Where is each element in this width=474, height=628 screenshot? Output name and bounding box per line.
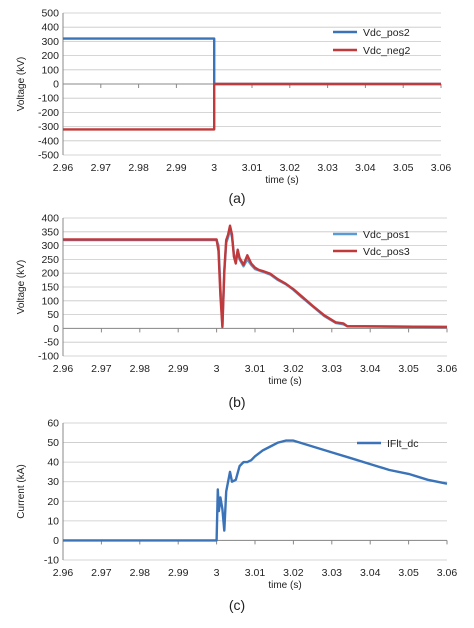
y-axis-label: Current (kA) bbox=[16, 464, 27, 518]
x-tick-label: 3.03 bbox=[322, 363, 343, 375]
y-tick-label: 250 bbox=[41, 254, 59, 266]
x-tick-label: 3.03 bbox=[317, 162, 338, 174]
x-tick-label: 3.05 bbox=[398, 567, 419, 579]
y-tick-label: 500 bbox=[41, 8, 59, 20]
y-tick-label: -400 bbox=[38, 135, 59, 147]
x-tick-label: 3.02 bbox=[283, 567, 304, 579]
y-tick-label: -50 bbox=[44, 337, 59, 349]
x-tick-label: 3.04 bbox=[355, 162, 376, 174]
y-tick-label: 0 bbox=[53, 79, 59, 91]
x-axis-label: time (s) bbox=[268, 376, 301, 387]
x-tick-label: 3.02 bbox=[280, 162, 301, 174]
y-tick-label: 60 bbox=[47, 418, 59, 430]
x-tick-label: 3.01 bbox=[242, 162, 263, 174]
y-tick-label: 400 bbox=[41, 22, 59, 34]
x-tick-label: 2.98 bbox=[130, 363, 151, 375]
x-tick-label: 2.98 bbox=[130, 567, 151, 579]
x-tick-label: 3 bbox=[214, 567, 220, 579]
y-tick-label: 50 bbox=[47, 309, 59, 321]
x-tick-label: 3 bbox=[214, 363, 220, 375]
x-tick-label: 2.97 bbox=[91, 363, 112, 375]
x-tick-label: 2.99 bbox=[166, 162, 187, 174]
y-tick-label: -10 bbox=[44, 555, 59, 567]
x-axis-label: time (s) bbox=[265, 175, 298, 186]
x-tick-label: 2.99 bbox=[168, 567, 189, 579]
y-tick-label: 0 bbox=[53, 535, 59, 547]
x-tick-label: 3.01 bbox=[245, 363, 266, 375]
y-tick-label: 20 bbox=[47, 496, 59, 508]
y-tick-label: 200 bbox=[41, 50, 59, 62]
legend-label: Vdc_pos3 bbox=[363, 246, 410, 258]
figure-caption: (b) bbox=[228, 394, 245, 410]
y-tick-label: -100 bbox=[38, 351, 59, 363]
x-tick-label: 2.96 bbox=[53, 567, 74, 579]
x-tick-label: 2.96 bbox=[53, 162, 74, 174]
x-tick-label: 3.06 bbox=[431, 162, 452, 174]
y-tick-label: -300 bbox=[38, 121, 59, 133]
y-tick-label: 300 bbox=[41, 36, 59, 48]
x-tick-label: 3.06 bbox=[437, 567, 458, 579]
y-tick-label: 200 bbox=[41, 268, 59, 280]
y-tick-label: 400 bbox=[41, 213, 59, 225]
legend-label: Vdc_neg2 bbox=[363, 45, 410, 57]
legend-label: Vdc_pos1 bbox=[363, 229, 410, 241]
y-tick-label: 40 bbox=[47, 457, 59, 469]
x-tick-label: 2.97 bbox=[91, 567, 112, 579]
chart-3: 60 50 40 30 20 10 0 -102.96 2.97 2.98 2.99 3 3.01 3.0… bbox=[16, 418, 457, 614]
y-tick-label: -500 bbox=[38, 150, 59, 162]
x-tick-label: 3.04 bbox=[360, 567, 381, 579]
legend-label: IFlt_dc bbox=[387, 438, 419, 450]
x-tick-label: 3.04 bbox=[360, 363, 381, 375]
series-line-vdc-neg2 bbox=[63, 82, 441, 131]
x-tick-label: 2.99 bbox=[168, 363, 189, 375]
x-tick-label: 3.02 bbox=[283, 363, 304, 375]
series-line-iflt-dc bbox=[63, 439, 448, 542]
legend-label: Vdc_pos2 bbox=[363, 27, 410, 39]
y-tick-label: 350 bbox=[41, 226, 59, 238]
x-tick-label: 3.01 bbox=[245, 567, 266, 579]
x-tick-label: 3.03 bbox=[322, 567, 343, 579]
x-tick-label: 3.05 bbox=[398, 363, 419, 375]
y-tick-label: 100 bbox=[41, 295, 59, 307]
figure-caption: (a) bbox=[228, 190, 245, 206]
y-tick-label: 300 bbox=[41, 240, 59, 252]
y-tick-label: 100 bbox=[41, 64, 59, 76]
y-axis-label: Voltage (kV) bbox=[16, 57, 27, 111]
y-axis-label: Voltage (kV) bbox=[16, 260, 27, 314]
y-tick-label: 10 bbox=[47, 515, 59, 527]
figure-caption: (c) bbox=[229, 597, 245, 613]
series-line-vdc-pos3 bbox=[63, 224, 448, 329]
y-tick-label: 0 bbox=[53, 323, 59, 335]
y-tick-label: 150 bbox=[41, 282, 59, 294]
y-tick-label: -200 bbox=[38, 107, 59, 119]
x-tick-label: 3.06 bbox=[437, 363, 458, 375]
x-tick-label: 3 bbox=[211, 162, 217, 174]
y-tick-label: 30 bbox=[47, 476, 59, 488]
y-tick-label: 50 bbox=[47, 437, 59, 449]
y-tick-label: -100 bbox=[38, 93, 59, 105]
x-tick-label: 2.96 bbox=[53, 363, 74, 375]
x-axis-label: time (s) bbox=[268, 580, 301, 591]
x-tick-label: 2.98 bbox=[128, 162, 149, 174]
x-tick-label: 3.05 bbox=[393, 162, 414, 174]
x-tick-label: 2.97 bbox=[91, 162, 112, 174]
series-line-vdc-pos1 bbox=[63, 227, 448, 329]
chart-1: 500 400 300 200 100 0 -100 -200 -300 -400 -5002.96… bbox=[16, 8, 451, 207]
